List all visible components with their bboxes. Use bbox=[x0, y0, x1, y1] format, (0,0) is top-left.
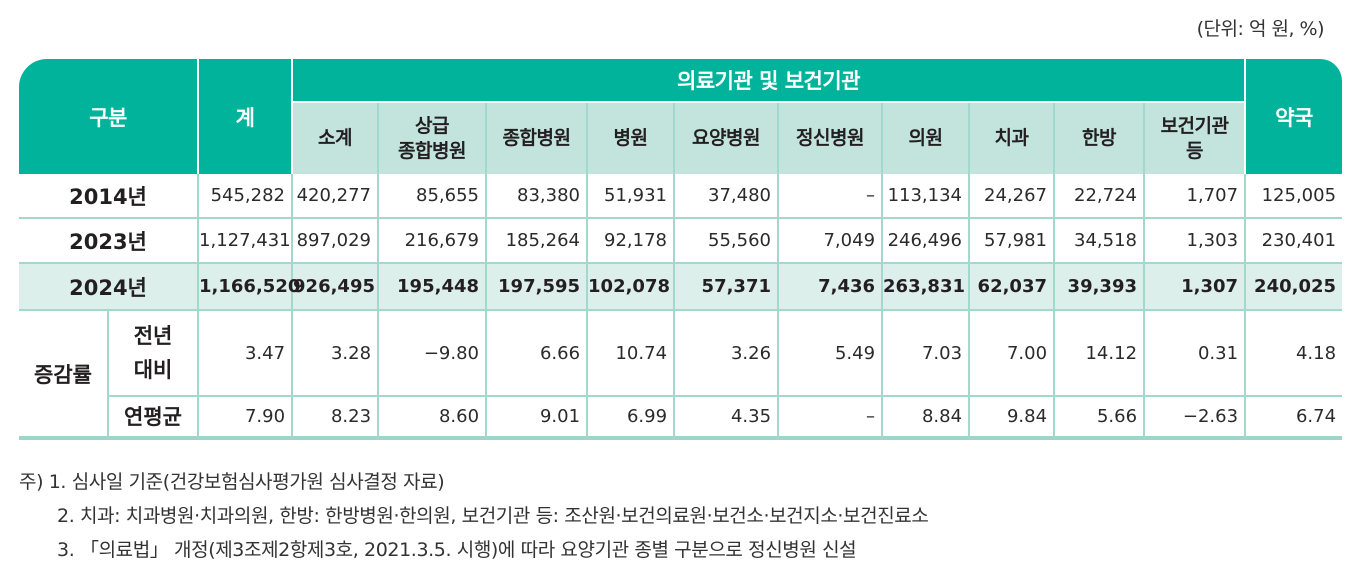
cell-clinic: 246,496 bbox=[883, 219, 971, 264]
cell-dental: 62,037 bbox=[970, 264, 1056, 311]
cell-public-health: 1,707 bbox=[1145, 174, 1247, 219]
cell-clinic: 113,134 bbox=[883, 174, 971, 219]
table-row: 연평균 7.90 8.23 8.60 9.01 6.99 4.35 – 8.84… bbox=[19, 397, 1343, 440]
header-hospital: 병원 bbox=[588, 103, 676, 174]
table-row: 2023년 1,127,431 897,029 216,679 185,264 … bbox=[19, 219, 1343, 264]
cell-general-hospital: 197,595 bbox=[487, 264, 589, 311]
cell-oriental: 5.66 bbox=[1055, 397, 1146, 440]
cell-nursing-hospital: 4.35 bbox=[675, 397, 780, 440]
unit-label: (단위: 억 원, %) bbox=[1196, 18, 1325, 40]
cell-total: 3.47 bbox=[199, 311, 294, 397]
cell-clinic: 263,831 bbox=[883, 264, 971, 311]
cell-pharmacy: 4.18 bbox=[1246, 311, 1343, 397]
cell-psychiatric-hospital: 7,436 bbox=[779, 264, 884, 311]
cell-public-health: −2.63 bbox=[1145, 397, 1247, 440]
cell-general-hospital: 185,264 bbox=[487, 219, 589, 264]
header-tertiary-hospital: 상급 종합병원 bbox=[379, 103, 488, 174]
cell-total: 545,282 bbox=[199, 174, 294, 219]
cell-total: 7.90 bbox=[199, 397, 294, 440]
cell-nursing-hospital: 3.26 bbox=[675, 311, 780, 397]
cell-psychiatric-hospital: 5.49 bbox=[779, 311, 884, 397]
cell-dental: 57,981 bbox=[970, 219, 1056, 264]
cell-total: 1,127,431 bbox=[199, 219, 294, 264]
cell-dental: 7.00 bbox=[970, 311, 1056, 397]
footnote-1: 주) 1. 심사일 기준(건강보험심사평가원 심사결정 자료) bbox=[19, 471, 445, 493]
cell-general-hospital: 9.01 bbox=[487, 397, 589, 440]
footnote-2: 2. 치과: 치과병원·치과의원, 한방: 한방병원·한의원, 보건기관 등: … bbox=[57, 505, 929, 527]
cell-total: 1,166,520 bbox=[199, 264, 300, 311]
cell-tertiary-hospital: 85,655 bbox=[379, 174, 488, 219]
cell-general-hospital: 6.66 bbox=[487, 311, 589, 397]
cell-subtotal: 897,029 bbox=[293, 219, 380, 264]
cell-pharmacy: 6.74 bbox=[1246, 397, 1343, 440]
cell-pharmacy: 240,025 bbox=[1246, 264, 1343, 311]
header-total: 계 bbox=[199, 59, 294, 174]
cell-subtotal: 926,495 bbox=[293, 264, 380, 311]
cell-subtotal: 3.28 bbox=[293, 311, 380, 397]
header-subtotal: 소계 bbox=[293, 103, 380, 174]
table-row: 증감률 전년 대비 3.47 3.28 −9.80 6.66 10.74 3.26… bbox=[19, 311, 1343, 440]
growth-rate-label: 증감률 bbox=[19, 311, 109, 440]
cell-nursing-hospital: 37,480 bbox=[675, 174, 780, 219]
header-category: 구분 bbox=[19, 59, 200, 174]
cell-dental: 9.84 bbox=[970, 397, 1056, 440]
header-psychiatric-hospital: 정신병원 bbox=[779, 103, 884, 174]
row-label: 2024년 bbox=[19, 264, 200, 311]
table-row-highlighted: 2024년 1,166,520 926,495 195,448 197,595 … bbox=[19, 264, 1343, 311]
footnote-3: 3. 「의료법」 개정(제3조제2항제3호, 2021.3.5. 시행)에 따라… bbox=[57, 539, 857, 561]
cell-tertiary-hospital: 8.60 bbox=[379, 397, 488, 440]
medical-expense-table: 구분 계 의료기관 및 보건기관 약국 소계 상급 종합병원 종합병원 병원 요양… bbox=[19, 59, 1343, 440]
table-row: 2014년 545,282 420,277 85,655 83,380 51,9… bbox=[19, 174, 1343, 219]
cell-psychiatric-hospital: 7,049 bbox=[779, 219, 884, 264]
cell-clinic: 7.03 bbox=[883, 311, 971, 397]
cell-pharmacy: 230,401 bbox=[1246, 219, 1343, 264]
cell-oriental: 39,393 bbox=[1055, 264, 1146, 311]
cell-hospital: 92,178 bbox=[588, 219, 676, 264]
row-label: 2023년 bbox=[19, 219, 200, 264]
yoy-label: 전년 대비 bbox=[109, 311, 200, 397]
cell-hospital: 51,931 bbox=[588, 174, 676, 219]
cell-public-health: 1,307 bbox=[1145, 264, 1247, 311]
cell-oriental: 22,724 bbox=[1055, 174, 1146, 219]
header-oriental: 한방 bbox=[1055, 103, 1146, 174]
cell-hospital: 102,078 bbox=[588, 264, 676, 311]
row-label: 2014년 bbox=[19, 174, 200, 219]
footnotes: 주) 1. 심사일 기준(건강보험심사평가원 심사결정 자료) 2. 치과: 치… bbox=[19, 465, 929, 567]
cell-public-health: 0.31 bbox=[1145, 311, 1247, 397]
cell-dental: 24,267 bbox=[970, 174, 1056, 219]
header-group-medical: 의료기관 및 보건기관 bbox=[293, 59, 1247, 103]
cell-tertiary-hospital: 216,679 bbox=[379, 219, 488, 264]
header-pharmacy: 약국 bbox=[1246, 59, 1343, 174]
cell-psychiatric-hospital: – bbox=[779, 174, 884, 219]
header-dental: 치과 bbox=[970, 103, 1056, 174]
header-public-health: 보건기관 등 bbox=[1145, 103, 1247, 174]
cell-tertiary-hospital: 195,448 bbox=[379, 264, 488, 311]
cell-psychiatric-hospital: – bbox=[779, 397, 884, 440]
header-general-hospital: 종합병원 bbox=[487, 103, 589, 174]
header-nursing-hospital: 요양병원 bbox=[675, 103, 780, 174]
cell-pharmacy: 125,005 bbox=[1246, 174, 1343, 219]
cell-hospital: 10.74 bbox=[588, 311, 676, 397]
cell-clinic: 8.84 bbox=[883, 397, 971, 440]
cell-oriental: 14.12 bbox=[1055, 311, 1146, 397]
cell-nursing-hospital: 57,371 bbox=[675, 264, 780, 311]
cell-subtotal: 420,277 bbox=[293, 174, 380, 219]
cell-nursing-hospital: 55,560 bbox=[675, 219, 780, 264]
cell-subtotal: 8.23 bbox=[293, 397, 380, 440]
cell-oriental: 34,518 bbox=[1055, 219, 1146, 264]
header-clinic: 의원 bbox=[883, 103, 971, 174]
cell-hospital: 6.99 bbox=[588, 397, 676, 440]
cell-general-hospital: 83,380 bbox=[487, 174, 589, 219]
cell-tertiary-hospital: −9.80 bbox=[379, 311, 488, 397]
cell-public-health: 1,303 bbox=[1145, 219, 1247, 264]
annual-avg-label: 연평균 bbox=[109, 397, 200, 440]
